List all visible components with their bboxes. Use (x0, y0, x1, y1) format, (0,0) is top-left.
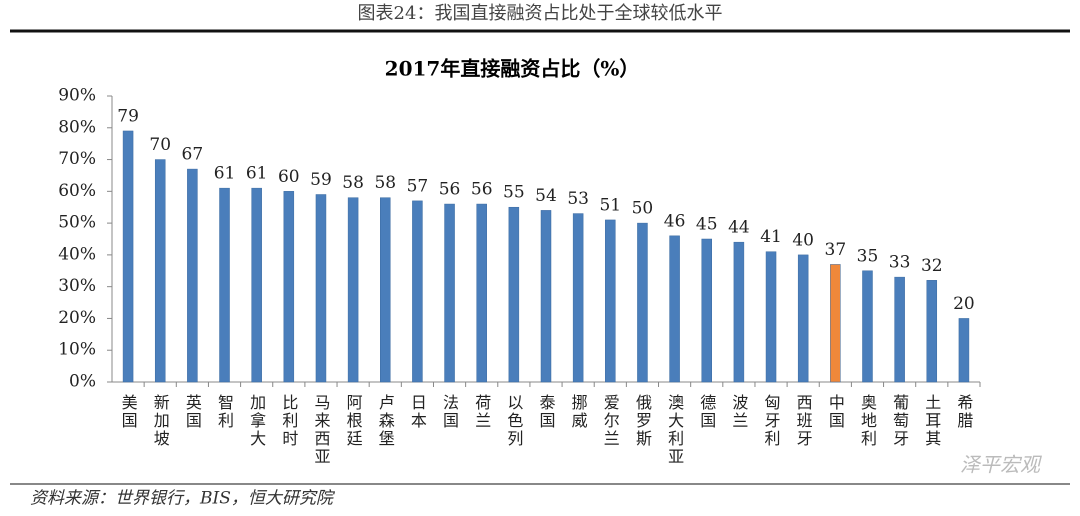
y-tick-label: 40% (58, 244, 96, 264)
value-label: 56 (471, 180, 493, 200)
bar (476, 203, 487, 383)
x-tick-label: 法国 (440, 394, 459, 430)
x-tick-label: 土耳其 (922, 394, 941, 448)
x-tick-label: 新加坡 (151, 394, 170, 448)
bar (894, 276, 905, 383)
x-tick-label: 智利 (215, 394, 234, 430)
bar (669, 235, 680, 383)
y-tick-label: 10% (58, 340, 96, 360)
bar (797, 254, 809, 383)
value-label: 58 (342, 173, 364, 193)
x-tick-label: 爱尔兰 (601, 394, 620, 448)
bar (380, 197, 391, 383)
value-label: 40 (792, 230, 814, 250)
y-tick-label: 50% (58, 213, 96, 233)
value-label: 20 (953, 294, 975, 314)
x-tick-label: 希腊 (954, 394, 973, 430)
chart-title: 2017年直接融资占比（%） (385, 57, 640, 81)
value-label: 33 (889, 253, 911, 273)
x-tick-label: 比利时 (279, 394, 298, 448)
value-label: 50 (632, 199, 654, 219)
value-label: 46 (664, 211, 686, 231)
bar (637, 222, 648, 383)
bar (958, 318, 970, 383)
value-label: 57 (407, 176, 429, 196)
value-label: 60 (278, 167, 300, 187)
y-tick-label: 60% (58, 181, 96, 201)
value-label: 79 (117, 106, 139, 126)
y-tick-label: 30% (58, 276, 96, 296)
bar (572, 213, 584, 383)
value-label: 35 (857, 246, 879, 266)
source-note: 资料来源：世界银行，BIS，恒大研究院 (30, 489, 336, 509)
value-label: 51 (599, 195, 621, 215)
x-tick-label: 西班牙 (794, 394, 813, 448)
header: 图表24：我国直接融资占比处于全球较低水平 (358, 3, 723, 24)
x-tick-label: 中国 (826, 394, 845, 430)
bar (444, 203, 455, 383)
bar (862, 270, 873, 383)
y-tick-label: 70% (58, 149, 96, 169)
x-tick-label: 美国 (119, 394, 138, 430)
x-tick-label: 奥地利 (858, 394, 877, 448)
bar (508, 206, 520, 383)
bar (251, 187, 262, 383)
bar (701, 238, 712, 383)
value-label: 53 (567, 189, 589, 209)
value-label: 44 (728, 218, 750, 238)
x-tick-label: 澳大利亚 (665, 394, 684, 466)
x-tick-label: 阿根廷 (344, 394, 363, 448)
x-tick-label: 匈牙利 (762, 394, 781, 448)
value-label: 41 (760, 227, 782, 247)
x-tick-label: 德国 (697, 394, 716, 430)
x-tick-label: 卢森堡 (376, 394, 395, 448)
bar (122, 130, 134, 383)
bar (733, 241, 745, 383)
x-tick-label: 波兰 (729, 394, 748, 430)
bar (926, 280, 938, 383)
value-label: 61 (246, 164, 268, 184)
value-label: 61 (214, 164, 236, 184)
x-tick-label: 加拿大 (247, 394, 266, 448)
x-tick-label: 英国 (183, 394, 202, 430)
watermark: 泽平宏观 (960, 453, 1042, 477)
y-tick-label: 20% (58, 308, 96, 328)
bar (412, 200, 423, 383)
value-label: 37 (825, 240, 847, 260)
value-label: 59 (310, 170, 332, 190)
y-tick-label: 80% (58, 117, 96, 137)
bar (765, 251, 777, 383)
value-label: 67 (182, 145, 204, 165)
value-label: 32 (921, 256, 943, 276)
bar (283, 191, 295, 383)
value-label: 70 (149, 135, 171, 155)
bar (605, 219, 616, 383)
x-tick-label: 马来西亚 (311, 394, 330, 466)
x-tick-label: 泰国 (537, 394, 556, 430)
y-tick-label: 90% (58, 86, 96, 106)
bar (187, 168, 198, 383)
bar (154, 159, 166, 383)
value-label: 55 (503, 183, 525, 203)
bar (540, 210, 552, 383)
value-label: 56 (439, 180, 461, 200)
x-tick-label: 以色列 (504, 394, 523, 448)
bar (347, 197, 359, 383)
bar (830, 264, 841, 383)
x-tick-label: 日本 (408, 394, 427, 430)
value-label: 54 (535, 186, 557, 206)
x-tick-label: 俄罗斯 (633, 394, 652, 448)
bar (315, 194, 327, 383)
y-tick-label: 0% (69, 372, 96, 392)
x-tick-label: 荷兰 (472, 394, 491, 430)
value-label: 45 (696, 215, 718, 235)
x-tick-label: 葡萄牙 (890, 394, 909, 448)
bar (219, 187, 230, 383)
value-label: 58 (374, 173, 396, 193)
x-tick-label: 挪威 (569, 394, 588, 430)
